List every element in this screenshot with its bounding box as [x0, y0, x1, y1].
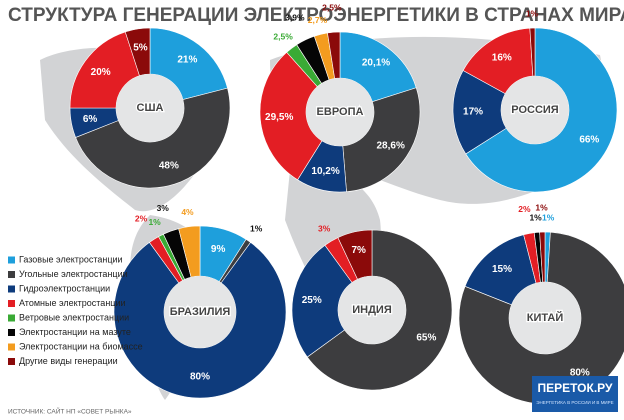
logo-name: ПЕРЕТОК.РУ — [538, 381, 614, 395]
legend-swatch — [8, 256, 15, 264]
legend-swatch — [8, 271, 15, 278]
value-label: 66% — [579, 135, 599, 146]
value-label: 2,5% — [273, 31, 293, 41]
value-label: 20% — [91, 67, 111, 78]
country-label: ЕВРОПА — [317, 106, 364, 118]
country-label: США — [137, 102, 164, 114]
logo-tagline: ЭНЕРГЕТИКА В РОССИИ И В МИРЕ — [536, 400, 613, 405]
donut-chart: 66% 17% 16% 1% РОССИЯ — [452, 8, 618, 193]
value-label: 10,2% — [311, 166, 339, 177]
legend-label: Ветровые электростанции — [19, 312, 129, 322]
country-label: РОССИЯ — [511, 104, 559, 116]
value-label: 6% — [83, 114, 98, 125]
legend-swatch — [8, 343, 15, 351]
value-label: 2,7% — [308, 15, 328, 25]
donut-chart: 20,1% 28,6% 10,2% 29,5% 2,5% 3,9% 2,7% 2,5% ЕВРО… — [259, 3, 421, 193]
value-label: 20,1% — [362, 57, 390, 68]
donut-center — [306, 78, 374, 146]
value-label: 3% — [157, 203, 170, 213]
country-label: КИТАЙ — [527, 311, 564, 324]
value-label: 21% — [177, 54, 197, 65]
country-label: БРАЗИЛИЯ — [170, 306, 231, 318]
legend-swatch — [8, 358, 15, 365]
charts: 21% 48% 6% 20% 5% США 20,1% 28,6% 10,2% 29,5% 2,5%… — [69, 3, 624, 405]
value-label: 80% — [190, 372, 210, 383]
value-label: 15% — [492, 264, 512, 275]
value-label: 1% — [250, 224, 263, 234]
donut-center — [338, 276, 406, 344]
value-label: 17% — [463, 107, 483, 118]
legend-label: Другие виды генерации — [19, 356, 118, 366]
legend-label: Электростанции на мазуте — [19, 327, 131, 337]
value-label: 28,6% — [376, 141, 404, 152]
value-label: 1% — [542, 212, 555, 222]
value-label: 2% — [135, 213, 148, 223]
donut-center — [509, 282, 581, 354]
value-label: 9% — [211, 244, 226, 255]
logo-box — [532, 376, 618, 412]
logo: ПЕРЕТОК.РУ ЭНЕРГЕТИКА В РОССИИ И В МИРЕ — [532, 376, 618, 412]
legend-label: Электростанции на биомассе — [19, 341, 143, 351]
value-label: 1% — [526, 8, 539, 18]
legend-swatch — [8, 285, 15, 293]
source: ИСТОЧНИК: САЙТ НП «СОВЕТ РЫНКА» — [8, 407, 132, 416]
legend-label: Атомные электростанции — [19, 298, 126, 308]
country-label: ИНДИЯ — [352, 304, 392, 316]
donut-chart: 1%80%15%2%1%1%КИТАЙ — [458, 202, 624, 405]
value-label: 1% — [148, 217, 161, 227]
value-label: 2,5% — [322, 3, 342, 13]
value-label: 25% — [302, 295, 322, 306]
donut-chart: 65% 25% 3% 7% ИНДИЯ — [291, 223, 453, 391]
legend-label: Гидроэлектростанции — [19, 283, 110, 293]
donut-chart: 9%1%80%2% 1%3% 4%БРАЗИЛИЯ — [113, 203, 287, 399]
value-label: 16% — [492, 52, 512, 63]
value-label: 48% — [159, 161, 179, 172]
donut-center — [116, 74, 184, 142]
value-label: 3,9% — [285, 13, 305, 23]
value-label: 3% — [318, 223, 331, 233]
value-label: 5% — [133, 42, 148, 53]
value-label: 80% — [570, 368, 590, 379]
value-label: 2% — [518, 204, 531, 214]
legend-label: Газовые электростанции — [19, 254, 123, 264]
legend-swatch — [8, 329, 15, 336]
value-label: 4% — [181, 207, 194, 217]
value-label: 7% — [351, 245, 366, 256]
donut-center — [501, 76, 569, 144]
donut-chart: 21% 48% 6% 20% 5% США — [69, 27, 231, 189]
legend: Газовые электростанции Угольные электрост… — [8, 254, 143, 366]
value-label: 65% — [416, 332, 436, 343]
title: СТРУКТУРА ГЕНЕРАЦИИ ЭЛЕКТРОЭНЕРГЕТИКИ В … — [8, 5, 624, 26]
legend-swatch — [8, 314, 15, 322]
legend-swatch — [8, 300, 15, 307]
value-label: 29,5% — [265, 112, 293, 123]
donut-center — [164, 276, 236, 348]
value-label: 1% — [535, 202, 548, 212]
legend-label: Угольные электростанции — [19, 269, 128, 279]
value-label: 1% — [529, 213, 542, 223]
